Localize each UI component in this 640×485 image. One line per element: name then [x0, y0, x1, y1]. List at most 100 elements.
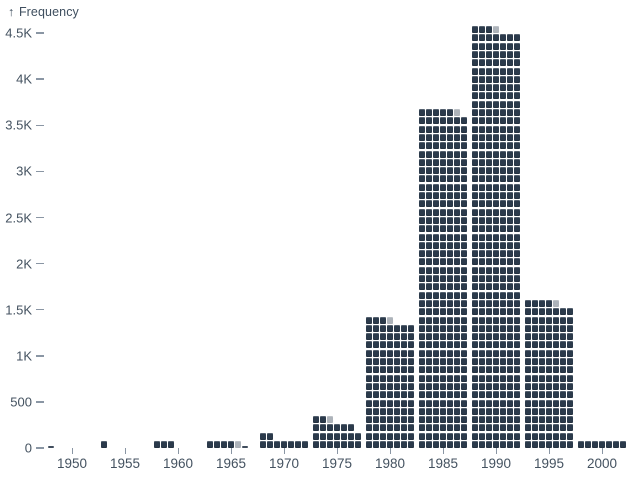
waffle-cell [419, 158, 425, 166]
waffle-cell [426, 109, 432, 116]
waffle-cell [461, 175, 467, 183]
waffle-cell [532, 382, 538, 390]
waffle-cell [553, 374, 559, 382]
waffle-cell [486, 75, 492, 83]
waffle-cell [560, 416, 566, 424]
waffle-cell [553, 341, 559, 349]
y-tick-label: 1K [16, 348, 32, 364]
waffle-cell [440, 275, 446, 282]
waffle-cell [260, 432, 266, 440]
waffle-cell [433, 341, 439, 349]
waffle-cell [486, 59, 492, 67]
up-arrow-icon: ↑ [8, 5, 15, 19]
waffle-cell [472, 117, 478, 125]
y-axis-title: ↑ Frequency [8, 5, 80, 19]
waffle-cell [507, 200, 513, 208]
waffle-cell [472, 324, 478, 332]
waffle-cell [327, 424, 333, 432]
waffle-cell [493, 208, 499, 216]
waffle-cell [486, 26, 492, 33]
waffle-cell [433, 432, 439, 440]
waffle-cell [433, 200, 439, 208]
waffle-cell [440, 192, 446, 199]
waffle-cell [479, 241, 485, 249]
waffle-cell [546, 407, 552, 415]
waffle-cell [493, 158, 499, 166]
waffle-cell [313, 424, 319, 432]
waffle-cell [447, 349, 453, 357]
waffle-cell [472, 200, 478, 208]
waffle-cell [493, 133, 499, 141]
waffle-cell [546, 441, 552, 448]
waffle-cell [472, 175, 478, 183]
waffle-cell [525, 424, 531, 432]
waffle-cell [426, 283, 432, 291]
waffle-cell [380, 432, 386, 440]
waffle-cell [440, 150, 446, 158]
x-tick-label: 2000 [586, 456, 618, 471]
waffle-cell [440, 416, 446, 424]
waffle-cell [560, 432, 566, 440]
waffle-cell [447, 441, 453, 448]
waffle-cell [479, 299, 485, 307]
waffle-cell [394, 349, 400, 357]
waffle-cell [302, 441, 308, 448]
waffle-cell [454, 133, 460, 141]
waffle-cell [461, 192, 467, 199]
waffle-cell [493, 366, 499, 374]
waffle-cell [426, 391, 432, 399]
waffle-cell [454, 233, 460, 241]
bar-1955 [101, 0, 150, 448]
waffle-cell [433, 241, 439, 249]
waffle-cell [426, 183, 432, 191]
waffle-cell [493, 399, 499, 407]
waffle-cell [553, 382, 559, 390]
waffle-cell [486, 382, 492, 390]
waffle-cell [426, 175, 432, 183]
waffle-cell [567, 341, 573, 349]
y-tick-label: 1.5K [5, 302, 32, 318]
waffle-cell [546, 366, 552, 374]
waffle-cell [546, 349, 552, 357]
waffle-cell [454, 416, 460, 424]
waffle-cell [440, 117, 446, 125]
waffle-cell [472, 283, 478, 291]
waffle-cell [454, 366, 460, 374]
waffle-cell [373, 391, 379, 399]
waffle-cell [454, 225, 460, 233]
waffle-cell [334, 441, 340, 448]
waffle-cell [419, 308, 425, 316]
waffle-cell [472, 291, 478, 299]
waffle-cell [514, 84, 520, 92]
waffle-cell [493, 258, 499, 266]
waffle-cell [514, 391, 520, 399]
waffle-cell [373, 316, 379, 324]
waffle-cell [426, 441, 432, 448]
waffle-cell [419, 250, 425, 258]
bar-1965 [207, 0, 256, 448]
waffle-cell [440, 366, 446, 374]
waffle-cell [401, 432, 407, 440]
waffle-cell [426, 308, 432, 316]
waffle-cell [532, 407, 538, 415]
waffle-cell [532, 333, 538, 341]
waffle-cell [479, 100, 485, 108]
waffle-cell [447, 366, 453, 374]
waffle-cell [101, 441, 107, 448]
waffle-cell [479, 407, 485, 415]
waffle-cell [461, 291, 467, 299]
waffle-cell [560, 308, 566, 316]
waffle-cell [560, 407, 566, 415]
waffle-cell [461, 349, 467, 357]
waffle-cell [419, 341, 425, 349]
waffle-cell [514, 167, 520, 175]
waffle-cell [486, 192, 492, 199]
waffle-cell [408, 374, 414, 382]
waffle-cell [493, 42, 499, 50]
waffle-cell [479, 258, 485, 266]
waffle-cell [539, 382, 545, 390]
waffle-cell [472, 341, 478, 349]
waffle-cell [560, 399, 566, 407]
x-tick-label: 1950 [56, 456, 88, 471]
waffle-cell [454, 316, 460, 324]
